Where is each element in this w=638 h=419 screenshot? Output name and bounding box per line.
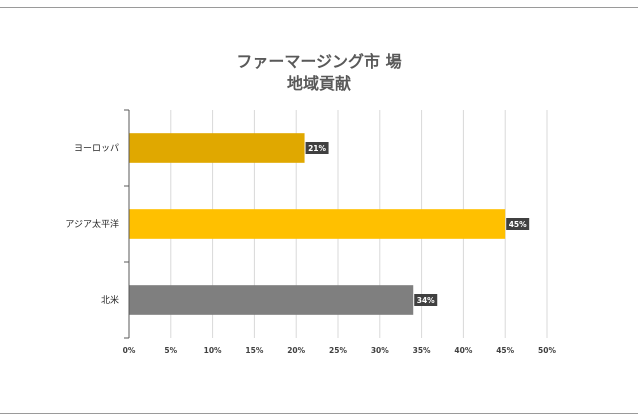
data-label: 45%	[509, 220, 527, 229]
data-label-box	[414, 294, 438, 306]
x-tick-label: 50%	[538, 346, 556, 355]
bar	[129, 133, 305, 163]
x-tick-label: 30%	[371, 346, 389, 355]
bars: 21% 45% 34%	[129, 133, 530, 315]
x-tick-label: 35%	[413, 346, 431, 355]
x-tick-label: 25%	[329, 346, 347, 355]
category-label: 北米	[101, 294, 119, 306]
x-tick-label: 20%	[287, 346, 305, 355]
top-divider	[0, 7, 638, 8]
category-label: ヨーロッパ	[74, 143, 119, 154]
category-label: アジア太平洋	[65, 218, 119, 230]
x-tick-label: 5%	[164, 346, 177, 355]
chart-subtitle: 地域貢献	[287, 74, 351, 93]
data-label-box	[305, 142, 329, 154]
data-label: 21%	[308, 144, 326, 153]
x-tick-label: 45%	[496, 346, 514, 355]
data-label: 34%	[417, 296, 435, 305]
x-tick-label: 10%	[204, 346, 222, 355]
bar	[129, 285, 414, 315]
chart-title: ファーマージング市 場	[236, 52, 401, 71]
data-label-box	[506, 218, 530, 230]
x-tick-label: 15%	[245, 346, 263, 355]
x-tick-label: 40%	[454, 346, 472, 355]
bottom-divider	[0, 413, 638, 414]
x-tick-label: 0%	[123, 346, 136, 355]
bar	[129, 209, 506, 239]
axes: 0% 5% 10% 15% 20% 25% 30% 35% 40% 45% 50% ヨーロッパアジア太…	[65, 109, 556, 355]
